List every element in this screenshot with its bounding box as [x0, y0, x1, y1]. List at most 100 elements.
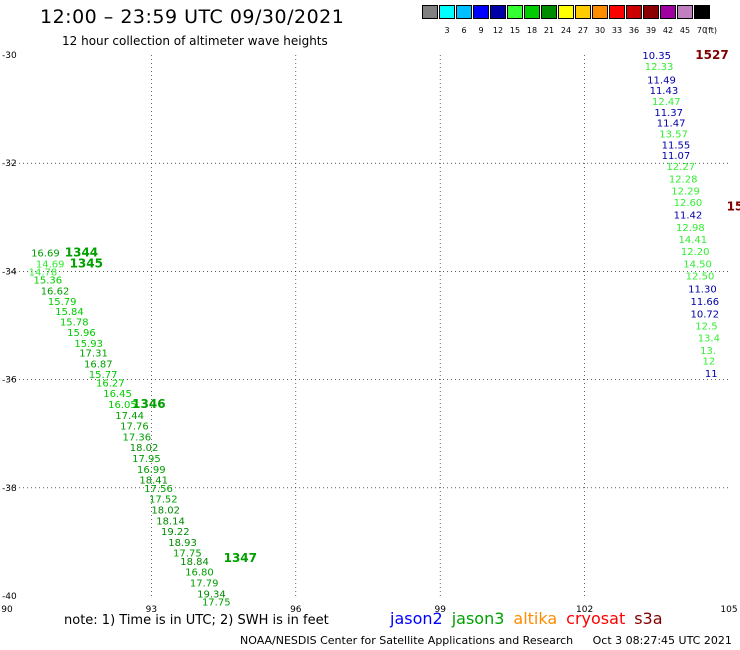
legend-label: 30 — [594, 26, 606, 35]
time-label: 1346 — [132, 397, 165, 411]
swh-value-label: 12.20 — [681, 247, 710, 258]
legend-swatch — [660, 5, 676, 19]
footer-org: NOAA/NESDIS Center for Satellite Applica… — [240, 634, 574, 647]
swh-value-label: 19.22 — [161, 527, 190, 538]
swh-value-label: 17.31 — [79, 349, 108, 360]
y-tick-label: -30 — [2, 51, 17, 61]
footer-date: Oct 3 08:27:45 UTC 2021 — [592, 634, 732, 647]
x-tick-label: 99 — [434, 605, 446, 615]
legend-swatch — [677, 5, 693, 19]
legend-label: 24 — [560, 26, 572, 35]
swh-value-label: 12.50 — [686, 272, 715, 283]
legend-swatch — [473, 5, 489, 19]
swh-value-label: 13.57 — [659, 129, 688, 140]
legend-label: 12 — [492, 26, 504, 35]
swh-value-label: 14.50 — [683, 259, 712, 270]
swh-value-label: 14.69 — [36, 259, 65, 270]
legend-swatch — [524, 5, 540, 19]
swh-value-label: 11.66 — [690, 297, 719, 308]
swh-value-label: 12.5 — [695, 322, 717, 333]
y-tick-label: -34 — [2, 267, 17, 277]
swh-value-label: 16.69 — [31, 248, 60, 259]
time-label: 152 — [727, 199, 740, 213]
swh-value-label: 11.37 — [654, 108, 683, 119]
swh-value-label: 18.84 — [180, 557, 209, 568]
satellite-label-s3a: s3a — [634, 609, 663, 628]
satellite-label-jason3: jason3 — [451, 609, 505, 628]
swh-value-label: 12.27 — [666, 162, 695, 173]
units-note: note: 1) Time is in UTC; 2) SWH is in fe… — [64, 613, 329, 628]
legend-label: 21 — [543, 26, 555, 35]
swh-value-label: 17.75 — [202, 597, 231, 608]
swh-value-label: 12.33 — [645, 62, 674, 73]
legend-unit: (ft) — [704, 26, 718, 35]
swh-value-label: 12.28 — [669, 174, 698, 185]
swh-value-label: 17.52 — [149, 495, 178, 506]
swh-value-label: 16.27 — [96, 378, 125, 389]
swh-value-label: 11.30 — [688, 285, 717, 296]
time-label: 1527 — [695, 48, 728, 62]
swh-value-label: 11.43 — [650, 86, 679, 97]
legend-swatch — [439, 5, 455, 19]
y-tick-label: -32 — [2, 159, 17, 169]
legend-swatch — [626, 5, 642, 19]
swh-value-label: 16.87 — [84, 359, 113, 370]
y-tick-label: -36 — [2, 376, 17, 386]
legend-swatch — [558, 5, 574, 19]
time-label: 1347 — [224, 551, 257, 565]
swh-value-label: 13.4 — [698, 333, 720, 344]
legend-swatch — [592, 5, 608, 19]
legend-swatch — [541, 5, 557, 19]
y-tick-label: -40 — [2, 592, 17, 602]
legend-swatch — [507, 5, 523, 19]
legend-label: 33 — [611, 26, 623, 35]
legend-label: 9 — [478, 26, 484, 35]
swh-value-label: 15.36 — [33, 276, 62, 287]
swh-value-label: 11.47 — [657, 119, 686, 130]
swh-value-label: 18.02 — [130, 443, 159, 454]
swh-value-label: 11 — [705, 369, 718, 380]
swh-value-label: 15.93 — [74, 339, 103, 350]
swh-value-label: 18.41 — [139, 476, 168, 487]
x-tick-label: 105 — [720, 605, 737, 615]
x-tick-label: 93 — [146, 605, 157, 615]
swh-value-label: 12.60 — [674, 198, 703, 209]
legend-swatch — [609, 5, 625, 19]
x-tick-label: 90 — [1, 605, 13, 615]
swh-value-label: 17.75 — [173, 549, 202, 560]
swh-value-label: 17.56 — [144, 484, 173, 495]
swh-value-label: 14.78 — [29, 267, 58, 278]
swh-value-label: 17.76 — [120, 422, 149, 433]
swh-value-label: 11.49 — [647, 75, 676, 86]
swh-value-label: 16.05 — [108, 400, 137, 411]
swh-value-label: 16.80 — [185, 568, 214, 579]
swh-value-label: 19.34 — [197, 589, 226, 600]
swh-value-label: 11.55 — [662, 140, 691, 151]
legend-label: 39 — [645, 26, 657, 35]
footer: NOAA/NESDIS Center for Satellite Applica… — [240, 634, 732, 647]
legend-swatch — [643, 5, 659, 19]
page-title: 12:00 – 23:59 UTC 09/30/2021 — [40, 6, 345, 28]
swh-value-label: 14.41 — [678, 235, 707, 246]
swh-value-label: 17.79 — [190, 578, 219, 589]
swh-value-label: 17.95 — [132, 454, 161, 465]
swh-value-label: 12.47 — [652, 97, 681, 108]
page-subtitle: 12 hour collection of altimeter wave hei… — [62, 34, 328, 48]
legend-swatch — [490, 5, 506, 19]
satellite-label-altika: altika — [513, 609, 558, 628]
swh-value-label: 18.14 — [156, 516, 185, 527]
satellite-label-cryosat: cryosat — [566, 609, 626, 628]
swh-value-label: 15.78 — [60, 318, 89, 329]
legend-label: 18 — [526, 26, 538, 35]
swh-value-label: 17.36 — [123, 432, 152, 443]
legend-label: 45 — [679, 26, 691, 35]
swh-value-label: 10.72 — [690, 310, 719, 321]
legend-label: 36 — [628, 26, 640, 35]
swh-value-label: 15.77 — [89, 370, 118, 381]
time-label: 1344 — [65, 245, 98, 259]
legend-swatch — [694, 5, 710, 19]
swh-value-label: 13. — [700, 346, 716, 357]
x-tick-label: 102 — [576, 605, 593, 615]
swh-value-label: 16.45 — [103, 389, 132, 400]
